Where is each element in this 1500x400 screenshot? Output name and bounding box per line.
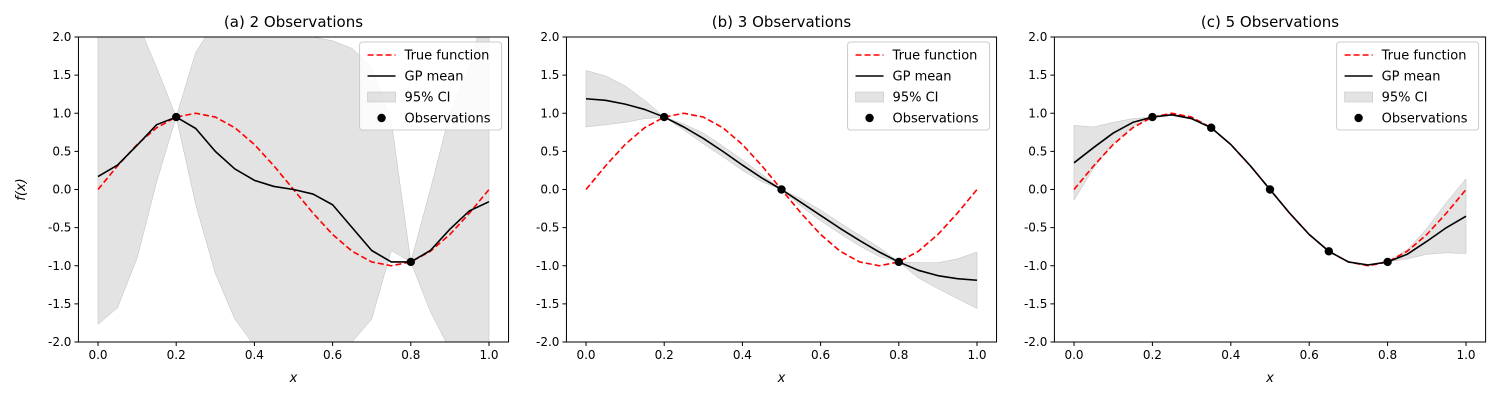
- legend-label: GP mean: [405, 70, 464, 85]
- x-tick-label: 0.4: [245, 348, 264, 362]
- y-tick-label: -2.0: [1024, 335, 1047, 349]
- chart-title: (c) 5 Observations: [1201, 13, 1339, 31]
- legend: True function GP mean 95% CI Observations: [847, 41, 991, 131]
- y-tick-label: 0.0: [52, 183, 71, 197]
- observation-point: [1383, 257, 1392, 267]
- legend-label: GP mean: [893, 70, 952, 85]
- y-tick-label: 0.5: [540, 144, 559, 158]
- observation-point: [406, 257, 415, 267]
- y-tick-label: -2.0: [48, 335, 71, 349]
- legend-swatch-ci: [367, 91, 396, 103]
- y-tick-label: -1.5: [48, 297, 71, 311]
- x-tick-label: 0.6: [1300, 348, 1319, 362]
- legend-label: 95% CI: [405, 91, 451, 106]
- plot-area: [97, 37, 490, 342]
- legend-label: True function: [404, 49, 490, 64]
- x-tick-label: 0.6: [323, 348, 342, 362]
- x-axis-label: x: [777, 371, 786, 386]
- legend-label: 95% CI: [893, 91, 939, 106]
- legend-label: 95% CI: [1382, 91, 1428, 106]
- y-tick-label: -1.0: [1024, 259, 1047, 273]
- observation-point: [894, 257, 903, 267]
- y-tick-label: 1.5: [1028, 68, 1047, 82]
- x-tick-label: 0.8: [1378, 348, 1397, 362]
- legend: True function GP mean 95% CI Observations: [1336, 41, 1480, 131]
- observation-point: [1148, 112, 1157, 122]
- legend-box: [1336, 41, 1480, 131]
- observation-point: [1324, 247, 1334, 256]
- legend-swatch-ci: [855, 91, 884, 103]
- legend-swatch-observations: [1354, 113, 1363, 123]
- y-tick-label: 2.0: [52, 30, 71, 44]
- x-tick-label: 0.0: [1064, 348, 1083, 362]
- x-tick-label: 1.0: [967, 348, 986, 362]
- legend-label: Observations: [1382, 112, 1468, 127]
- y-tick-label: -0.5: [48, 221, 71, 235]
- observation-point: [1265, 185, 1275, 194]
- legend-swatch-observations: [377, 113, 386, 123]
- legend-swatch-ci: [1344, 91, 1373, 103]
- y-axis-label: f(x): [14, 178, 29, 200]
- chart-panel-2: 0.0 0.2 0.4 0.6 0.8 1.0 -2.0 -1.5 -1.0 -0.5 0.0 0.5…: [536, 13, 998, 386]
- legend-label: True function: [1381, 49, 1467, 64]
- chart-panel-1: 0.0 0.2 0.4 0.6 0.8 1.0 -2.0 -1.5 -1.0 -0.5 0.0 0.5…: [14, 13, 510, 386]
- y-tick-label: -2.0: [536, 335, 559, 349]
- y-tick-label: 1.0: [1028, 106, 1047, 120]
- x-tick-label: 0.4: [733, 348, 752, 362]
- x-tick-label: 0.8: [401, 348, 420, 362]
- y-tick-label: -1.0: [48, 259, 71, 273]
- chart-title: (a) 2 Observations: [224, 13, 363, 31]
- gp-mean-line: [97, 116, 490, 263]
- legend-label: Observations: [893, 112, 979, 127]
- observation-point: [172, 112, 181, 122]
- y-tick-label: 0.0: [540, 183, 559, 197]
- legend-label: Observations: [405, 112, 491, 127]
- y-tick-label: 1.5: [540, 68, 559, 82]
- y-tick-label: 1.0: [540, 106, 559, 120]
- y-tick-label: -0.5: [536, 221, 559, 235]
- legend-swatch-observations: [865, 113, 874, 123]
- x-axis-label: x: [289, 371, 298, 386]
- legend-box: [847, 41, 991, 131]
- y-tick-label: 0.5: [1028, 144, 1047, 158]
- y-tick-label: -0.5: [1024, 221, 1047, 235]
- y-tick-label: -1.5: [1024, 297, 1047, 311]
- y-tick-label: 1.5: [52, 68, 71, 82]
- x-tick-label: 0.0: [576, 348, 595, 362]
- chart-title: (b) 3 Observations: [712, 13, 852, 31]
- x-tick-label: 0.6: [811, 348, 830, 362]
- y-tick-label: 1.0: [52, 106, 71, 120]
- y-tick-label: -1.0: [536, 259, 559, 273]
- x-tick-label: 1.0: [1456, 348, 1475, 362]
- x-tick-label: 1.0: [479, 348, 498, 362]
- legend: True function GP mean 95% CI Observations: [359, 41, 503, 131]
- observation-point: [1207, 123, 1216, 132]
- observation-point: [660, 112, 669, 122]
- y-tick-label: -1.5: [536, 297, 559, 311]
- x-tick-label: 0.2: [655, 348, 674, 362]
- x-axis-label: x: [1265, 371, 1274, 386]
- x-tick-label: 0.2: [1143, 348, 1162, 362]
- plot-area: [585, 70, 978, 309]
- legend-label: GP mean: [1382, 70, 1441, 85]
- x-tick-label: 0.2: [167, 348, 186, 362]
- y-tick-label: 2.0: [1028, 30, 1047, 44]
- x-tick-label: 0.4: [1221, 348, 1240, 362]
- x-tick-label: 0.0: [88, 348, 107, 362]
- plot-area: [1073, 112, 1467, 267]
- observation-point: [777, 185, 786, 194]
- legend-box: [359, 41, 503, 131]
- chart-panel-3: 0.0 0.2 0.4 0.6 0.8 1.0 -2.0 -1.5 -1.0 -0.5 0.0 0.5…: [1024, 13, 1487, 386]
- legend-label: True function: [892, 49, 978, 64]
- y-tick-label: 2.0: [540, 30, 559, 44]
- y-tick-label: 0.0: [1028, 183, 1047, 197]
- y-tick-label: 0.5: [52, 144, 71, 158]
- x-tick-label: 0.8: [889, 348, 908, 362]
